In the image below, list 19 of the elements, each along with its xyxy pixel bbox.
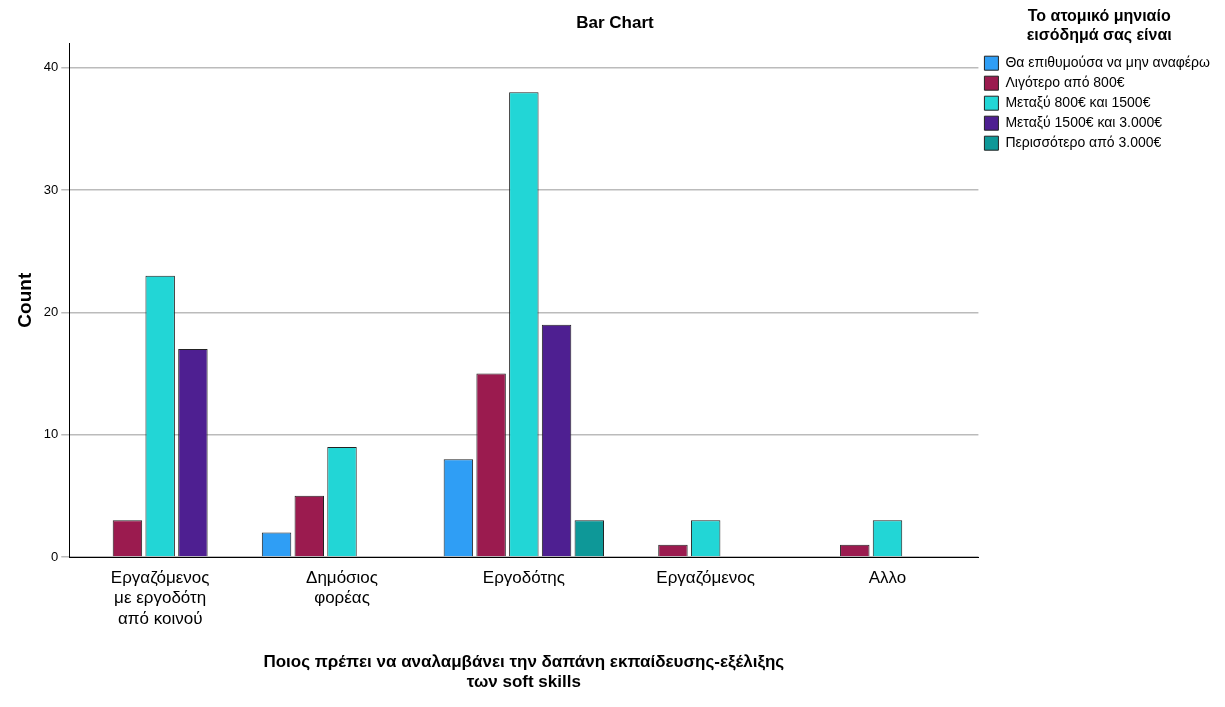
x-tick-label: Εργαζόμενος με εργοδότη από κοινού	[110, 567, 210, 628]
y-tick-label: 20	[43, 304, 59, 320]
y-tick-label: 0	[51, 548, 59, 564]
legend-label: Θα επιθυμούσα να μην αναφέρω	[1005, 54, 1211, 71]
x-tick-label: Εργοδότης	[482, 567, 565, 587]
x-tick-label: Αλλο	[868, 567, 907, 587]
x-tick-label: Δημόσιος φορέας	[306, 567, 378, 608]
y-tick-label: 30	[43, 181, 59, 197]
legend-label: Περισσότερο από 3.000€	[1005, 134, 1162, 151]
legend-label: Λιγότερο από 800€	[1005, 74, 1125, 91]
y-tick-label: 40	[43, 59, 59, 75]
x-axis-title: Ποιος πρέπει να αναλαμβάνει την δαπάνη εκπαίδευσης-εξέλιξης των soft skills	[263, 652, 785, 692]
x-tick-label: Εργαζόμενος	[656, 567, 755, 587]
chart-title: Bar Chart	[576, 12, 655, 32]
y-axis-title: Count	[13, 272, 35, 328]
legend-label: Μεταξύ 1500€ και 3.000€	[1005, 114, 1163, 131]
y-tick-label: 10	[43, 426, 59, 442]
legend-label: Μεταξύ 800€ και 1500€	[1005, 94, 1151, 111]
legend-title: Το ατομικό μηνιαίο εισόδημά σας είναι	[1026, 7, 1172, 45]
